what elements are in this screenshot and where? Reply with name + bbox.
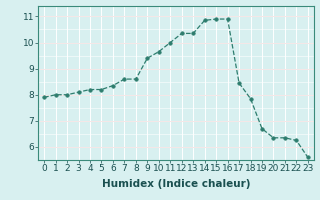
X-axis label: Humidex (Indice chaleur): Humidex (Indice chaleur) bbox=[102, 179, 250, 189]
